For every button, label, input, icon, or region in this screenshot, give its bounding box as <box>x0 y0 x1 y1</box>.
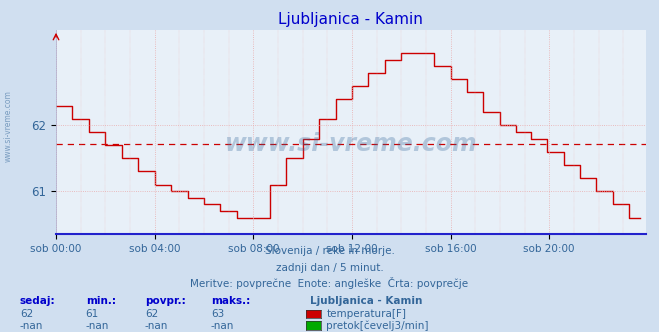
Text: -nan: -nan <box>145 321 168 331</box>
Text: sedaj:: sedaj: <box>20 296 55 306</box>
Text: -nan: -nan <box>211 321 234 331</box>
Text: 61: 61 <box>86 309 99 319</box>
Text: www.si-vreme.com: www.si-vreme.com <box>225 132 477 156</box>
Text: 62: 62 <box>145 309 158 319</box>
Text: 63: 63 <box>211 309 224 319</box>
Text: Meritve: povprečne  Enote: angleške  Črta: povprečje: Meritve: povprečne Enote: angleške Črta:… <box>190 277 469 289</box>
Text: min.:: min.: <box>86 296 116 306</box>
Title: Ljubljanica - Kamin: Ljubljanica - Kamin <box>279 12 423 27</box>
Text: www.si-vreme.com: www.si-vreme.com <box>3 90 13 162</box>
Text: 62: 62 <box>20 309 33 319</box>
Text: maks.:: maks.: <box>211 296 250 306</box>
Text: pretok[čevelj3/min]: pretok[čevelj3/min] <box>326 320 429 331</box>
Text: -nan: -nan <box>86 321 109 331</box>
Text: povpr.:: povpr.: <box>145 296 186 306</box>
Text: Ljubljanica - Kamin: Ljubljanica - Kamin <box>310 296 422 306</box>
Text: temperatura[F]: temperatura[F] <box>326 309 406 319</box>
Text: -nan: -nan <box>20 321 43 331</box>
Text: zadnji dan / 5 minut.: zadnji dan / 5 minut. <box>275 263 384 273</box>
Text: Slovenija / reke in morje.: Slovenija / reke in morje. <box>264 246 395 256</box>
